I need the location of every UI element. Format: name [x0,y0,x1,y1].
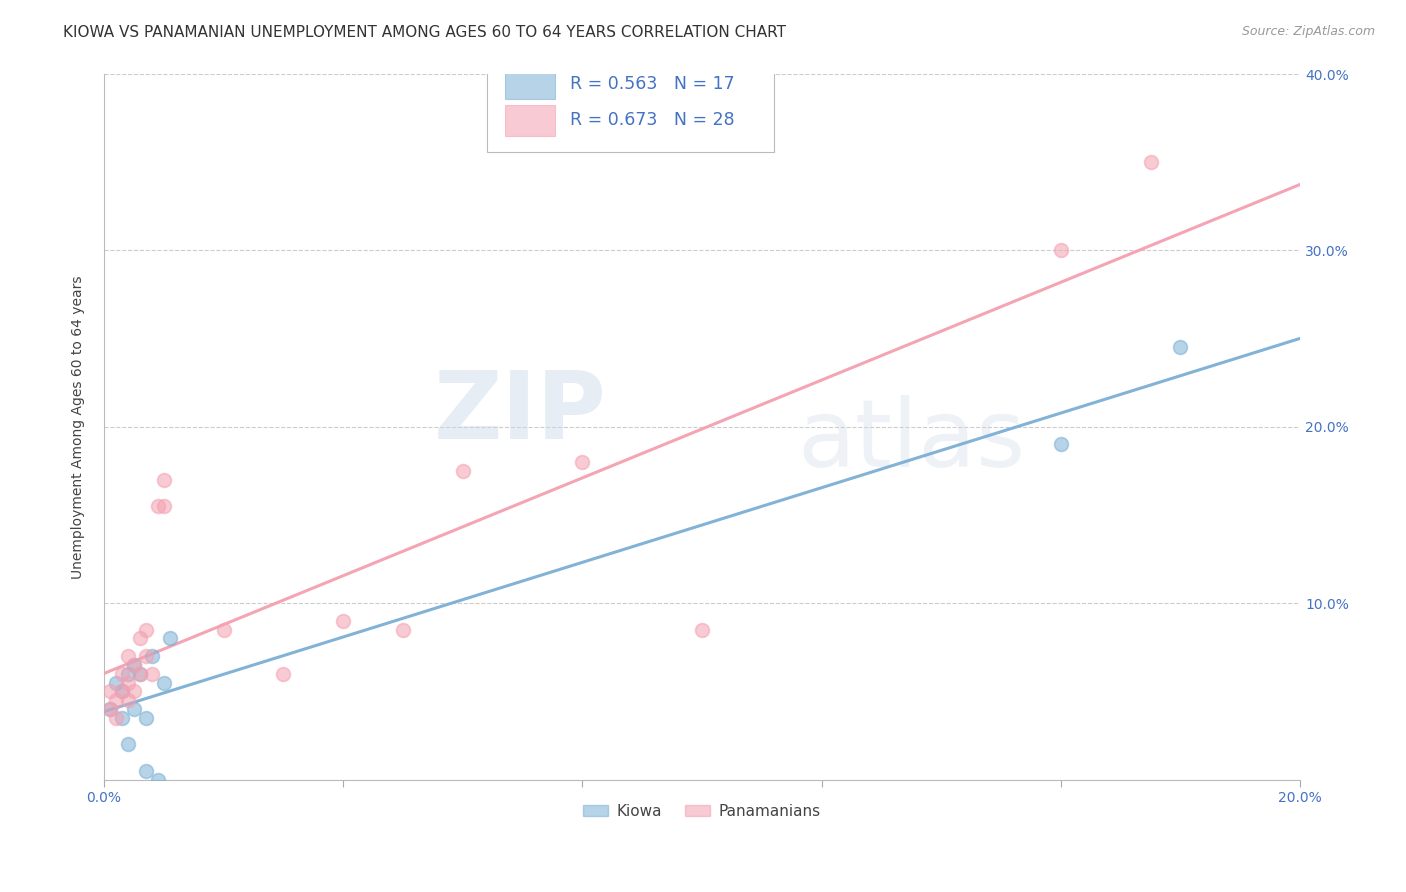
Point [159,632,181,646]
FancyBboxPatch shape [486,67,773,152]
Text: KIOWA VS PANAMANIAN UNEMPLOYMENT AMONG AGES 60 TO 64 YEARS CORRELATION CHART: KIOWA VS PANAMANIAN UNEMPLOYMENT AMONG A… [63,25,786,40]
Text: ZIP: ZIP [433,367,606,458]
Point [117,675,139,690]
Point [128,632,150,646]
Text: atlas: atlas [797,395,1026,487]
Y-axis label: Unemployment Among Ages 60 to 64 years: Unemployment Among Ages 60 to 64 years [72,275,86,579]
Point [141,649,163,664]
Point [1139,155,1161,169]
Text: R = 0.673   N = 28: R = 0.673 N = 28 [571,111,735,129]
Text: R = 0.563   N = 17: R = 0.563 N = 17 [571,75,735,93]
Point [135,764,157,778]
Point [117,649,139,664]
Point [451,464,474,478]
Point [1170,341,1192,355]
Point [135,711,157,725]
Point [332,614,354,628]
Point [104,693,127,707]
Point [146,772,169,787]
Point [98,702,121,716]
Point [117,693,139,707]
Point [273,666,295,681]
FancyBboxPatch shape [505,104,555,136]
Point [152,473,174,487]
Point [117,666,139,681]
Point [571,455,593,469]
Point [128,666,150,681]
Legend: Kiowa, Panamanians: Kiowa, Panamanians [576,797,827,825]
Point [98,702,121,716]
Point [117,737,139,751]
Point [98,684,121,698]
Point [111,711,134,725]
Point [1050,244,1073,258]
FancyBboxPatch shape [505,68,555,99]
Point [128,666,150,681]
Text: Source: ZipAtlas.com: Source: ZipAtlas.com [1241,25,1375,38]
Point [111,684,134,698]
Point [122,657,145,672]
Point [111,666,134,681]
Point [690,623,713,637]
Point [122,702,145,716]
Point [141,666,163,681]
Point [152,499,174,513]
Point [392,623,415,637]
Point [104,675,127,690]
Point [135,649,157,664]
Point [135,623,157,637]
Point [122,684,145,698]
Point [111,684,134,698]
Point [212,623,235,637]
Point [122,657,145,672]
Point [152,675,174,690]
Point [146,499,169,513]
Point [1050,437,1073,451]
Point [104,711,127,725]
